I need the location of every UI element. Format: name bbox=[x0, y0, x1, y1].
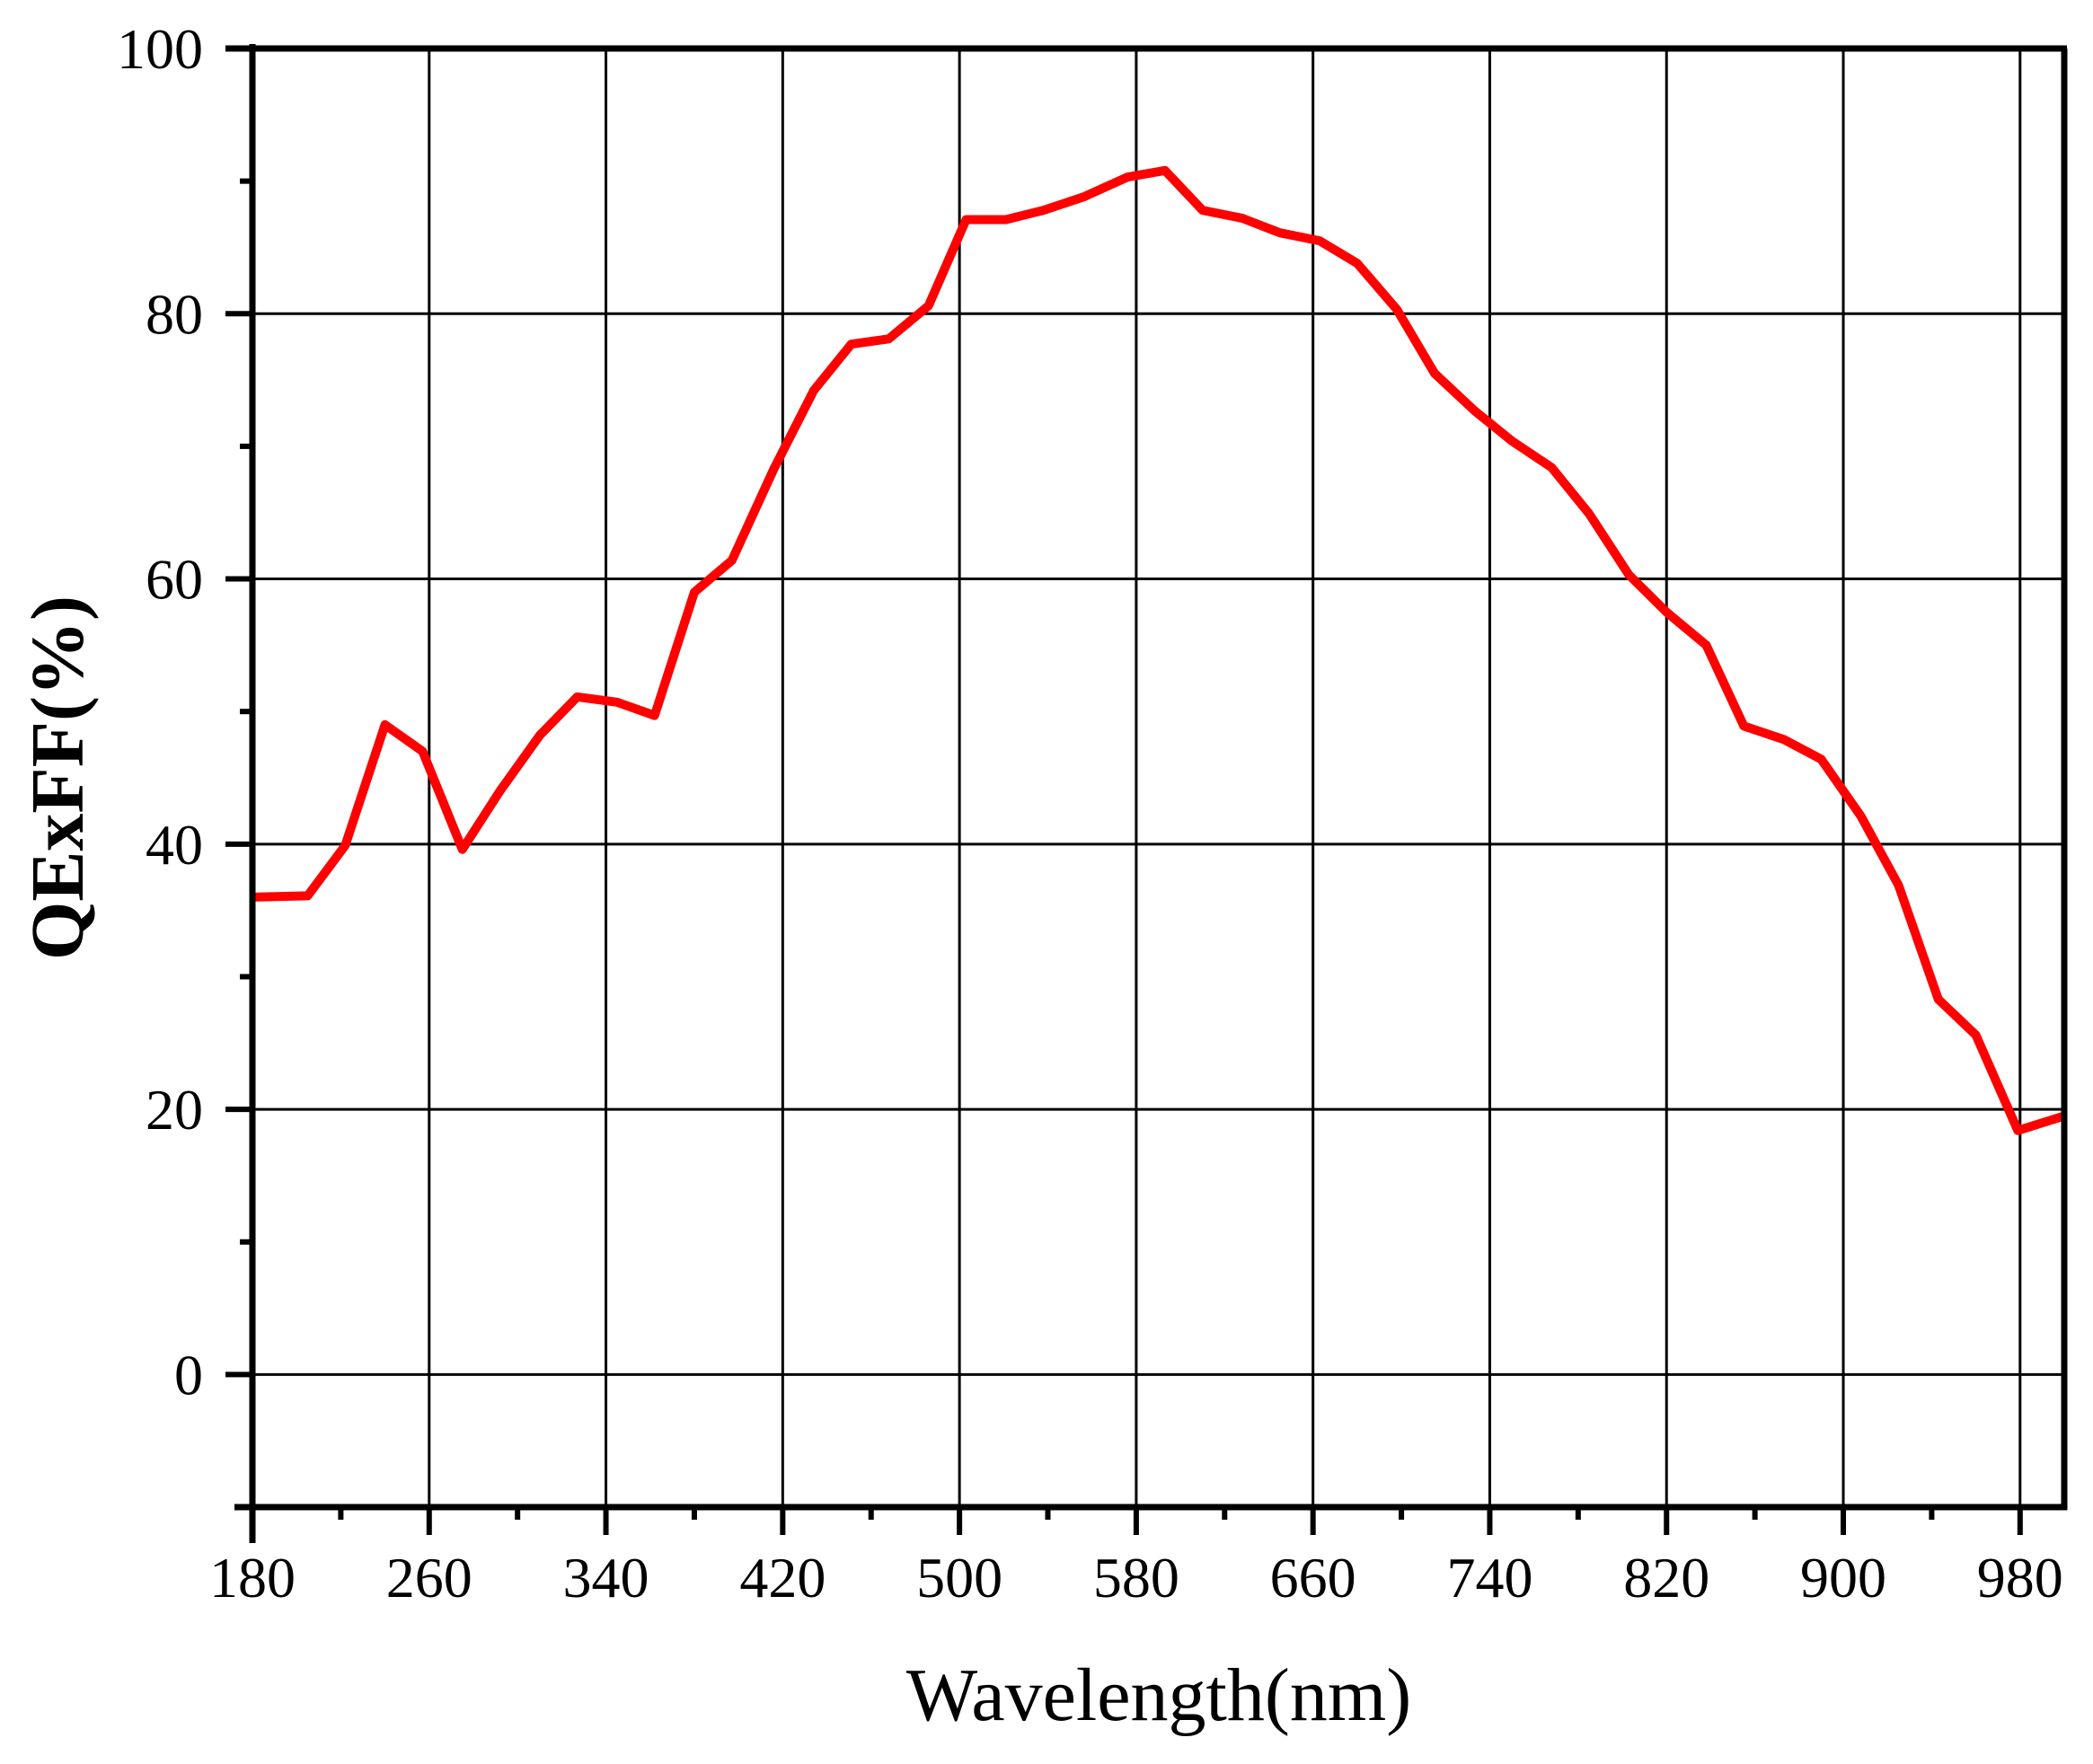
x-tick-label: 420 bbox=[739, 1546, 826, 1610]
x-tick-label: 660 bbox=[1270, 1546, 1356, 1610]
x-axis-ticks: 180 260 340 420 500 580 660 740 820 900 980 bbox=[209, 1507, 2063, 1610]
y-tick-label: 80 bbox=[146, 282, 203, 346]
axes-frame bbox=[225, 44, 2068, 1543]
y-tick-label: 40 bbox=[146, 813, 203, 877]
x-tick-label: 260 bbox=[386, 1546, 472, 1610]
x-tick-label: 900 bbox=[1800, 1546, 1886, 1610]
x-tick-label: 500 bbox=[916, 1546, 1002, 1610]
x-axis-title: Wavelength(nm) bbox=[906, 1654, 1411, 1737]
y-tick-label: 100 bbox=[117, 17, 203, 81]
x-tick-label: 180 bbox=[209, 1546, 296, 1610]
y-axis-ticks: 0 20 40 60 80 100 bbox=[117, 17, 252, 1510]
x-tick-label: 980 bbox=[1977, 1546, 2063, 1610]
x-tick-label: 740 bbox=[1446, 1546, 1532, 1610]
x-tick-label: 820 bbox=[1623, 1546, 1709, 1610]
data-series bbox=[252, 165, 2066, 1135]
x-tick-label: 580 bbox=[1093, 1546, 1179, 1610]
gridlines bbox=[251, 47, 2064, 1507]
y-axis-title: QExFF(%) bbox=[16, 595, 100, 960]
y-tick-label: 60 bbox=[146, 548, 203, 612]
y-tick-label: 20 bbox=[146, 1078, 203, 1142]
y-tick-label: 0 bbox=[174, 1343, 203, 1407]
x-tick-label: 340 bbox=[563, 1546, 649, 1610]
series-line bbox=[252, 165, 2066, 1135]
